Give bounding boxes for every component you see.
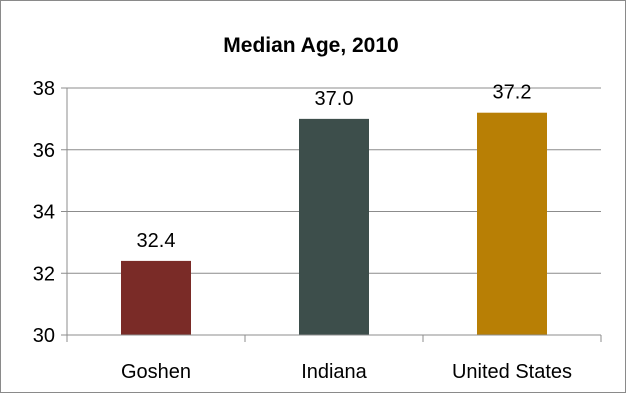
axes [61,87,602,342]
bar-goshen [121,260,191,335]
chart-title: Median Age, 2010 [223,34,399,57]
data-label: 37.2 [493,82,532,104]
labels: 30 32 34 36 38 32.4 Goshen 37.0 Indiana 37.2 Unite… [33,78,572,383]
y-tick-label: 34 [33,202,55,224]
y-tick-label: 30 [33,325,55,347]
bar-indiana [299,118,369,335]
y-tick-label: 36 [33,140,55,162]
data-label: 37.0 [315,88,354,110]
data-label: 32.4 [137,230,176,252]
x-category-label: United States [452,361,572,383]
x-category-label: Indiana [301,361,367,383]
y-tick-label: 38 [33,78,55,100]
bar-united-states [477,112,547,335]
x-category-label: Goshen [121,361,191,383]
bars [121,112,547,335]
y-tick-label: 32 [33,263,55,285]
